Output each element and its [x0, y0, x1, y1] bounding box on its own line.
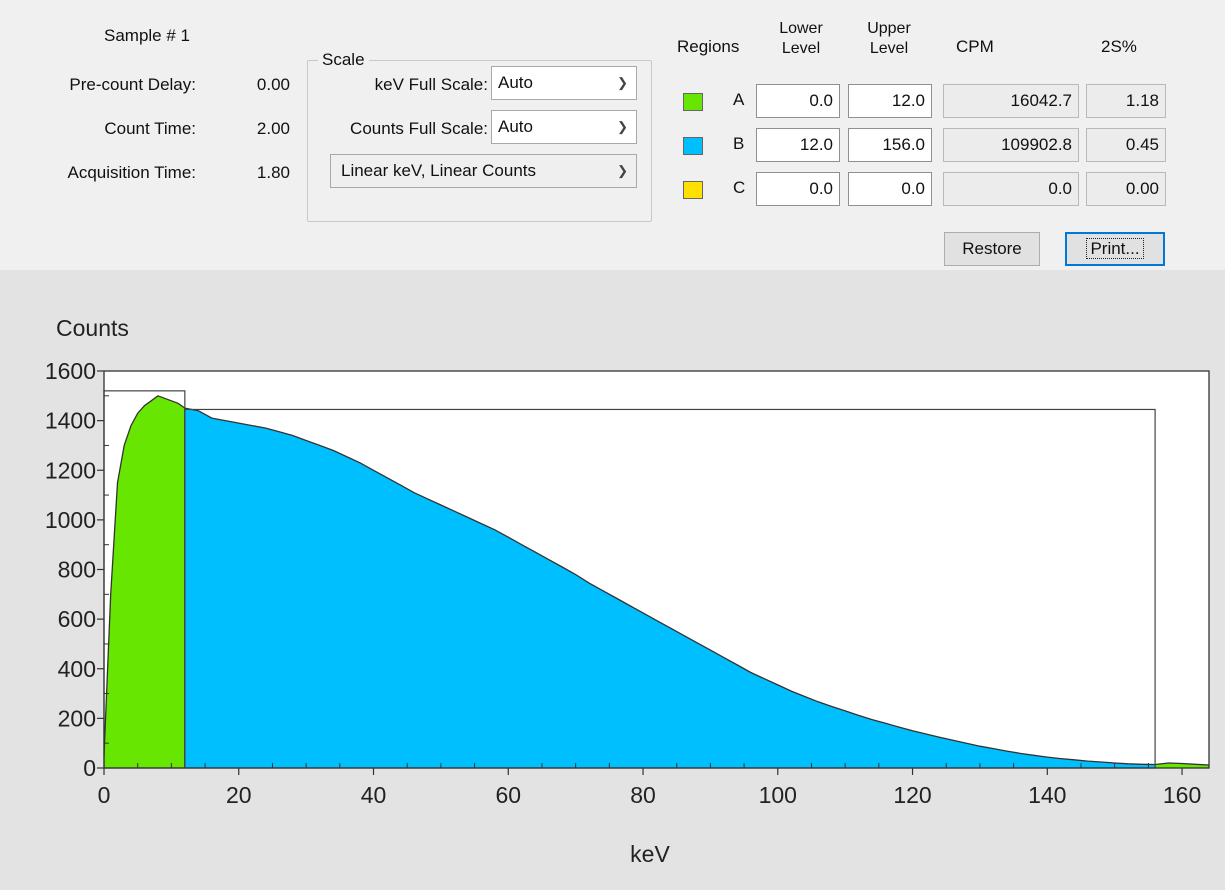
spectrum-area-segment — [104, 395, 185, 768]
x-tick-label: 120 — [893, 782, 931, 808]
print-button[interactable]: Print... — [1065, 232, 1165, 266]
pre-count-delay-value: 0.00 — [256, 75, 290, 94]
scale-mode-select[interactable]: Linear keV, Linear Counts ❯ — [330, 154, 637, 188]
region-a-label: A — [733, 90, 745, 109]
x-tick-label: 140 — [1028, 782, 1066, 808]
count-time-label: Count Time: — [104, 119, 196, 138]
spectrum-area-segment — [1155, 763, 1209, 768]
y-tick-label: 200 — [58, 705, 96, 731]
region-c-upper-level-input[interactable]: 0.0 — [848, 172, 932, 206]
region-b-cpm-value: 109902.8 — [943, 128, 1079, 162]
regions-header: Regions — [677, 37, 740, 56]
chevron-down-icon: ❯ — [617, 163, 628, 178]
region-a-upper-level-input[interactable]: 12.0 — [848, 84, 932, 118]
region-a-2s-value: 1.18 — [1086, 84, 1166, 118]
upper-level-header-1: Upper — [867, 20, 911, 37]
chevron-down-icon: ❯ — [617, 75, 628, 90]
region-b-2s-value: 0.45 — [1086, 128, 1166, 162]
pre-count-delay-label: Pre-count Delay: — [69, 75, 196, 94]
cpm-header: CPM — [956, 37, 994, 56]
counts-full-scale-value: Auto — [498, 117, 533, 136]
two-sigma-percent-header: 2S% — [1101, 37, 1137, 56]
region-c-color-swatch[interactable] — [683, 181, 703, 199]
y-tick-label: 600 — [58, 606, 96, 632]
acquisition-time-label: Acquisition Time: — [67, 163, 197, 182]
kev-full-scale-label: keV Full Scale: — [374, 75, 488, 94]
region-a-color-swatch[interactable] — [683, 93, 703, 111]
counts-full-scale-label: Counts Full Scale: — [350, 119, 488, 138]
y-tick-label: 1600 — [45, 358, 96, 384]
region-b-label: B — [733, 134, 745, 153]
series-layer — [103, 395, 1210, 768]
y-tick-label: 1200 — [45, 457, 96, 483]
spectrum-outline — [103, 395, 1210, 766]
sample-label: Sample # 1 — [104, 26, 190, 45]
restore-button[interactable]: Restore — [944, 232, 1040, 266]
x-tick-label: 0 — [98, 782, 111, 808]
x-tick-label: 20 — [226, 782, 252, 808]
settings-panel: Sample # 1 Pre-count Delay: 0.00 Count T… — [0, 0, 1225, 270]
x-tick-label: 40 — [361, 782, 387, 808]
region-a-lower-level-input[interactable]: 0.0 — [756, 84, 840, 118]
x-axis-title: keV — [630, 841, 670, 867]
y-tick-label: 1400 — [45, 408, 96, 434]
scale-group-title: Scale — [318, 50, 369, 70]
lower-level-header-2: Level — [781, 40, 821, 57]
counts-full-scale-select[interactable]: Auto ❯ — [491, 110, 637, 144]
region-a-cpm-value: 16042.7 — [943, 84, 1079, 118]
lower-level-header-1: Lower — [779, 20, 823, 37]
y-tick-label: 800 — [58, 557, 96, 583]
x-tick-label: 80 — [630, 782, 656, 808]
scale-mode-value: Linear keV, Linear Counts — [341, 161, 537, 180]
x-tick-label: 100 — [759, 782, 797, 808]
y-axis-title: Counts — [56, 315, 129, 341]
region-b-lower-level-input[interactable]: 12.0 — [756, 128, 840, 162]
acquisition-time-value: 1.80 — [256, 163, 290, 182]
chevron-down-icon: ❯ — [617, 119, 628, 134]
y-tick-label: 400 — [58, 656, 96, 682]
spectrum-area-segment — [184, 408, 1156, 768]
kev-full-scale-value: Auto — [498, 73, 533, 92]
kev-full-scale-select[interactable]: Auto ❯ — [491, 66, 637, 100]
upper-level-header-2: Level — [869, 40, 909, 57]
x-tick-label: 160 — [1163, 782, 1201, 808]
region-c-label: C — [733, 178, 746, 197]
spectrum-chart: 0 20 40 60 80 100 120 140 1600200400600800100012… — [45, 315, 1210, 867]
axes: 0 20 40 60 80 100 120 140 1600200400600800100012… — [45, 358, 1201, 808]
scale-groupbox — [307, 60, 652, 222]
print-button-label: Print... — [1086, 238, 1144, 259]
region-c-lower-level-input[interactable]: 0.0 — [756, 172, 840, 206]
y-tick-label: 1000 — [45, 507, 96, 533]
region-b-color-swatch[interactable] — [683, 137, 703, 155]
count-time-value: 2.00 — [256, 119, 290, 138]
y-tick-label: 0 — [83, 755, 96, 781]
region-b-upper-level-input[interactable]: 156.0 — [848, 128, 932, 162]
x-tick-label: 60 — [495, 782, 521, 808]
region-c-cpm-value: 0.0 — [943, 172, 1079, 206]
region-c-2s-value: 0.00 — [1086, 172, 1166, 206]
